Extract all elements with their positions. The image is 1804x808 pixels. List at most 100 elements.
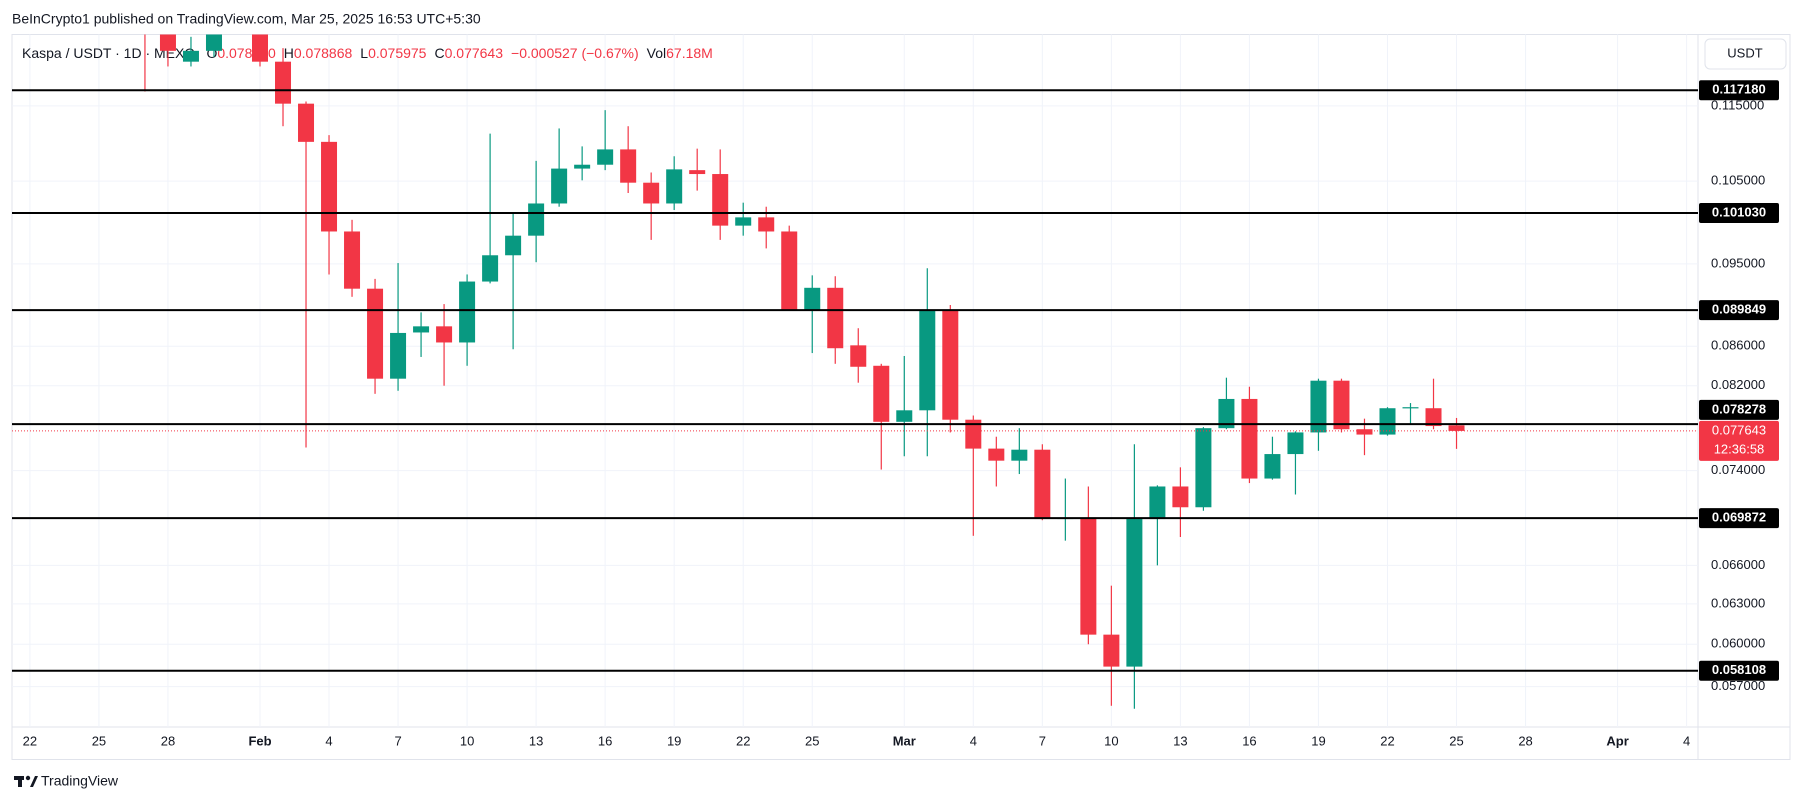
currency-button-label[interactable]: USDT <box>1727 45 1762 60</box>
candle-body <box>1287 432 1304 455</box>
y-tick-label: 0.057000 <box>1711 678 1765 693</box>
level-label-box <box>1699 399 1779 420</box>
legend-key: C <box>434 45 444 61</box>
level-label-box <box>1699 80 1779 101</box>
footer-logo-icon <box>14 775 38 787</box>
y-tick-label: 0.082000 <box>1711 377 1765 392</box>
x-tick-label: 4 <box>1683 733 1690 748</box>
level-label: 0.089849 <box>1712 302 1766 317</box>
candle-body <box>965 419 982 449</box>
last-price-box <box>1699 420 1779 461</box>
legend-volume: 67.18M <box>666 45 713 61</box>
legend-value: 0.077643 <box>445 45 504 61</box>
y-tick-label: 0.115000 <box>1711 97 1764 112</box>
candle-body <box>413 326 430 333</box>
level-label: 0.078278 <box>1712 401 1766 416</box>
x-tick-label: 28 <box>161 733 175 748</box>
candle-body <box>1264 454 1281 479</box>
candle-body <box>758 217 775 232</box>
x-tick-label: 25 <box>805 733 819 748</box>
candle-body <box>827 287 844 349</box>
x-tick-label: 7 <box>1039 733 1046 748</box>
legend-key: H <box>284 45 294 61</box>
x-tick-label: 13 <box>1173 733 1187 748</box>
candle-body <box>804 287 821 310</box>
legend-value: 0.075975 <box>368 45 427 61</box>
candle-body <box>781 231 798 310</box>
x-tick-label: 22 <box>1380 733 1394 748</box>
y-tick-label: 0.095000 <box>1711 255 1765 270</box>
candle-body <box>1149 486 1166 520</box>
candle-body <box>942 309 959 420</box>
y-tick-label: 0.063000 <box>1711 595 1765 610</box>
candle-body <box>482 255 499 282</box>
candle-body <box>666 169 683 204</box>
candle-body <box>689 170 706 175</box>
legend: Kaspa / USDT · 1D · MEXC O0.078170 H0.0788… <box>22 45 713 61</box>
candle-body <box>574 164 591 169</box>
x-tick-label: 25 <box>92 733 106 748</box>
candle-body <box>159 34 176 51</box>
level-label: 0.101030 <box>1712 204 1766 219</box>
level-label-box <box>1699 508 1779 529</box>
x-tick-label: 22 <box>23 733 37 748</box>
footer-logo: TradingView <box>41 773 119 789</box>
y-tick-label: 0.066000 <box>1711 557 1765 572</box>
candle-body <box>321 141 338 232</box>
candle-body <box>1379 408 1396 435</box>
countdown: 12:36:58 <box>1714 441 1765 456</box>
candle-body <box>298 103 315 142</box>
candle-body <box>873 365 890 422</box>
candle-body <box>344 231 361 289</box>
candle-body <box>459 281 476 343</box>
candle-body <box>1126 519 1143 667</box>
candle-body <box>1333 380 1350 430</box>
candle-body <box>1034 449 1051 520</box>
x-tick-label: Apr <box>1606 733 1628 748</box>
candle-body <box>205 34 222 51</box>
level-label-box <box>1699 300 1779 321</box>
candle-body <box>1310 380 1327 433</box>
level-label: 0.058108 <box>1712 662 1766 677</box>
y-tick-label: 0.060000 <box>1711 636 1765 651</box>
candle-body <box>1402 407 1419 409</box>
candle-body <box>620 149 637 183</box>
x-tick-label: 4 <box>970 733 977 748</box>
candle-body <box>1448 425 1465 431</box>
x-tick-label: Mar <box>893 733 916 748</box>
x-tick-label: 16 <box>598 733 612 748</box>
candle-body <box>1011 449 1028 461</box>
x-tick-label: 13 <box>529 733 543 748</box>
x-tick-label: 19 <box>667 733 681 748</box>
candle-body <box>182 50 199 62</box>
candle-body <box>643 182 660 204</box>
header: BeInCrypto1 published on TradingView.com… <box>12 11 481 27</box>
candles <box>144 34 1465 709</box>
candle-body <box>919 309 936 411</box>
candle-body <box>850 345 867 367</box>
candle-body <box>1195 428 1212 508</box>
candle-body <box>1241 398 1258 479</box>
x-tick-label: 16 <box>1242 733 1256 748</box>
frame <box>11 34 1791 760</box>
currency-button[interactable] <box>1704 38 1787 70</box>
x-tick-label: 7 <box>394 733 401 748</box>
candle-body <box>436 326 453 343</box>
candle-body <box>1425 408 1442 427</box>
candle-body <box>1172 486 1189 508</box>
candle-body <box>896 410 913 422</box>
candle-body <box>252 34 268 62</box>
x-tick-label: 10 <box>1104 733 1118 748</box>
candle-body <box>1356 429 1373 435</box>
candle-body <box>1218 398 1235 429</box>
y-tick-label: 0.074000 <box>1711 462 1765 477</box>
y-tick-label: 0.086000 <box>1711 338 1765 353</box>
candle-body <box>712 174 729 226</box>
legend-key: O <box>206 45 217 61</box>
overlay: 0.117180 0.101030 0.089849 0.078278 0.069872… <box>12 80 1779 681</box>
candle-body <box>367 288 384 379</box>
y-tick-label: 0.105000 <box>1711 173 1765 188</box>
candle-body <box>1080 517 1097 635</box>
